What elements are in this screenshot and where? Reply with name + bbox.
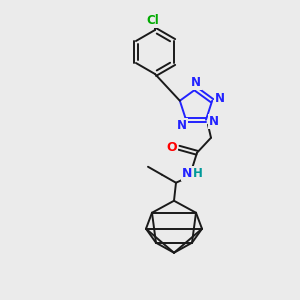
Text: N: N <box>209 115 219 128</box>
Text: O: O <box>167 141 177 154</box>
Text: N: N <box>191 76 201 88</box>
Text: N: N <box>182 167 192 180</box>
Text: N: N <box>177 119 187 132</box>
Text: H: H <box>193 167 203 180</box>
Text: Cl: Cl <box>147 14 159 26</box>
Text: N: N <box>215 92 225 105</box>
